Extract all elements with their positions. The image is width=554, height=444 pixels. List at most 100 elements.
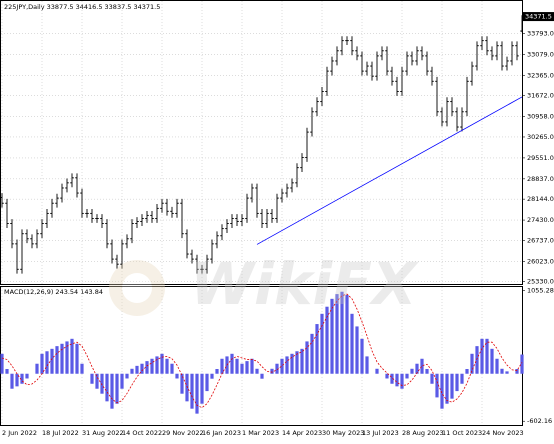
macd-bar — [495, 358, 499, 374]
x-tick-label: 14 Apr 2023 — [282, 429, 322, 437]
macd-bar — [5, 369, 9, 374]
macd-bar — [150, 358, 154, 374]
macd-bar — [465, 369, 469, 374]
macd-bar — [110, 373, 114, 409]
macd-bar — [375, 368, 379, 374]
macd-bar — [450, 373, 454, 399]
macd-bar — [390, 373, 394, 384]
macd-bar — [340, 291, 344, 374]
y-tick-label: 27430.0 — [527, 216, 554, 224]
macd-bar — [95, 373, 99, 389]
macd-bar — [315, 324, 319, 374]
macd-bar — [350, 313, 354, 374]
macd-bar — [135, 365, 139, 374]
macd-bar — [230, 353, 234, 374]
macd-bar — [520, 354, 524, 374]
macd-bar — [60, 343, 64, 374]
macd-bar — [395, 373, 399, 387]
macd-bar — [515, 369, 519, 374]
macd-bar — [235, 358, 239, 374]
y-tick-label: 32365.0 — [527, 71, 554, 79]
macd-bar — [490, 348, 494, 374]
x-tick-label: 31 Aug 2022 — [82, 429, 124, 437]
macd-bar — [290, 353, 294, 374]
macd-bar — [120, 373, 124, 389]
macd-bar — [100, 373, 104, 394]
price-panel-frame — [0, 0, 523, 285]
macd-bar — [240, 363, 244, 374]
macd-bar — [255, 368, 259, 374]
x-tick-label: 29 Nov 2022 — [162, 429, 204, 437]
macd-bar — [420, 358, 424, 374]
macd-bar — [320, 313, 324, 374]
x-tick-label: 11 Oct 2023 — [442, 429, 482, 437]
macd-bar — [65, 341, 69, 374]
macd-bar — [15, 373, 19, 387]
macd-bar — [330, 298, 334, 374]
macd-bar — [310, 333, 314, 374]
macd-bar — [270, 368, 274, 374]
macd-bar — [415, 363, 419, 374]
y-tick-label: 33079.0 — [527, 50, 554, 58]
macd-bar — [460, 373, 464, 384]
last-price-label: 34371.5 — [525, 13, 552, 21]
x-tick-label: 2 Jun 2022 — [2, 429, 37, 437]
x-tick-label: 24 Nov 2023 — [482, 429, 524, 437]
macd-bar — [360, 338, 364, 374]
macd-bar — [40, 353, 44, 374]
y-tick-label: 29551.0 — [527, 154, 554, 162]
macd-bar — [430, 373, 434, 384]
macd-bar — [385, 373, 389, 379]
y-tick-label: -602.16 — [527, 417, 552, 425]
macd-bar — [480, 338, 484, 374]
macd-bar — [205, 373, 209, 392]
macd-bar — [70, 338, 74, 374]
macd-bar — [245, 361, 249, 374]
macd-bar — [35, 363, 39, 374]
macd-bar — [215, 369, 219, 374]
macd-bar — [140, 363, 144, 374]
macd-bar — [325, 306, 329, 374]
macd-bar — [185, 373, 189, 402]
macd-bar — [260, 373, 264, 379]
macd-bar — [365, 356, 369, 374]
macd-bar — [505, 371, 509, 374]
macd-bar — [20, 373, 24, 384]
macd-bar — [115, 373, 119, 404]
watermark-text: WikiFX — [190, 250, 420, 318]
watermark-logo — [122, 273, 152, 303]
macd-bar — [165, 358, 169, 374]
macd-bar — [500, 368, 504, 374]
macd-bar — [105, 373, 109, 402]
macd-bar — [475, 346, 479, 374]
macd-bar — [345, 294, 349, 374]
y-tick-label: 25330.0 — [527, 278, 554, 286]
macd-bar — [275, 363, 279, 374]
macd-bar — [220, 358, 224, 374]
watermark: WikiFX — [109, 250, 420, 318]
y-tick-label: 33793.0 — [527, 30, 554, 38]
macd-bar — [400, 373, 404, 389]
macd-bar — [440, 373, 444, 409]
macd-bar — [455, 373, 459, 392]
macd-bar — [280, 358, 284, 374]
macd-bar — [300, 348, 304, 374]
last-price-box — [522, 12, 554, 22]
macd-bar — [45, 351, 49, 374]
macd-bar — [75, 343, 79, 374]
macd-bar — [130, 368, 134, 374]
x-tick-label: 18 Jul 2022 — [42, 429, 79, 437]
x-tick-label: 1 Mar 2023 — [242, 429, 279, 437]
x-tick-label: 28 Aug 2023 — [402, 429, 444, 437]
y-tick-label: 28144.0 — [527, 195, 554, 203]
y-tick-label: 26737.0 — [527, 236, 554, 244]
macd-bar — [195, 373, 199, 414]
macd-bar — [355, 326, 359, 374]
macd-bar — [210, 373, 214, 379]
x-tick-label: 14 Oct 2022 — [122, 429, 162, 437]
watermark-logo — [109, 260, 165, 316]
macd-bar — [285, 356, 289, 374]
macd-bar — [405, 373, 409, 379]
macd-bar — [435, 373, 439, 398]
